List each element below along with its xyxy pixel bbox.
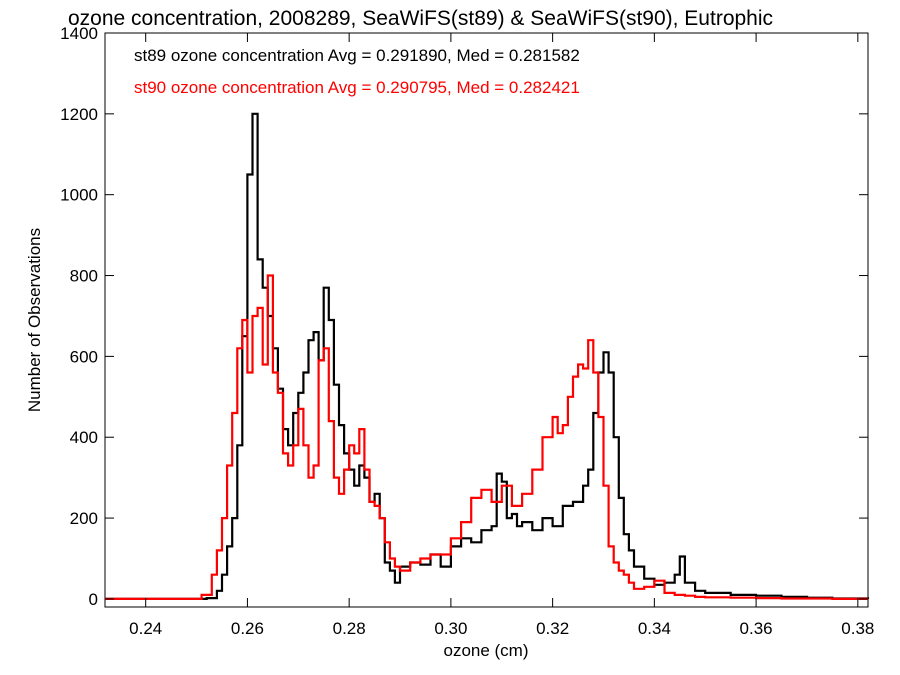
- legend-st89-stats: st89 ozone concentration Avg = 0.291890,…: [134, 46, 580, 65]
- plot-area: 0.24 0.26 0.28 0.30 0.32 0.34 0.36 0.38 0 200 400 6…: [60, 24, 874, 638]
- x-tick-label: 0.26: [231, 619, 264, 638]
- x-axis-label: ozone (cm): [443, 641, 528, 660]
- y-tick-label: 1000: [60, 186, 98, 205]
- series-line-st89: [105, 112, 870, 600]
- y-tick-label: 200: [70, 509, 98, 528]
- legend-st90-stats: st90 ozone concentration Avg = 0.290795,…: [134, 78, 580, 97]
- x-tick-label: 0.30: [434, 619, 467, 638]
- chart-title: ozone concentration, 2008289, SeaWiFS(st…: [68, 7, 773, 30]
- ticks-layer: 0.24 0.26 0.28 0.30 0.32 0.34 0.36 0.38 0 200 400 6…: [60, 24, 874, 638]
- x-tick-label: 0.36: [740, 619, 773, 638]
- y-tick-label: 0: [89, 590, 98, 609]
- plot-frame: [104, 32, 869, 608]
- y-tick-label: 1400: [60, 24, 98, 43]
- x-tick-label: 0.34: [638, 619, 671, 638]
- series-layer: [105, 112, 870, 600]
- x-tick-label: 0.32: [536, 619, 569, 638]
- x-tick-label: 0.28: [333, 619, 366, 638]
- series-line-st90: [105, 274, 868, 600]
- y-tick-label: 400: [70, 428, 98, 447]
- y-tick-label: 600: [70, 347, 98, 366]
- y-tick-label: 1200: [60, 105, 98, 124]
- x-tick-label: 0.38: [841, 619, 874, 638]
- y-axis-label: Number of Observations: [25, 228, 44, 412]
- y-tick-label: 800: [70, 267, 98, 286]
- x-tick-label: 0.24: [129, 619, 162, 638]
